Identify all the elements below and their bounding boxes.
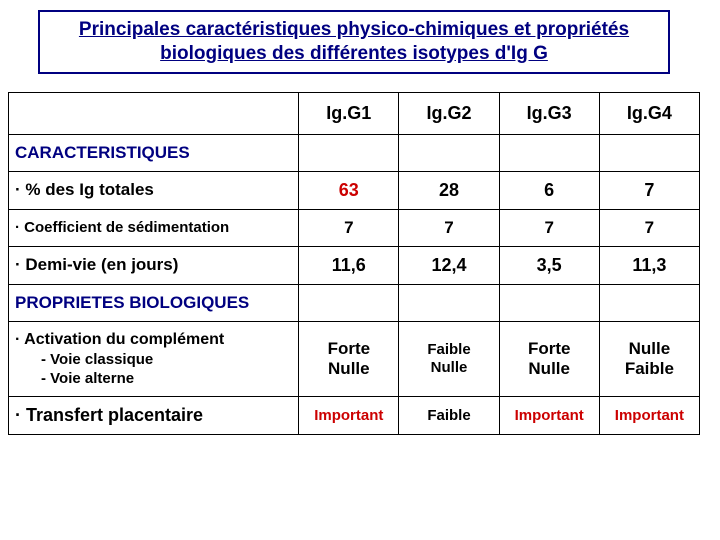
cell-value: 7 bbox=[299, 209, 399, 246]
cell-value: Important bbox=[499, 397, 599, 435]
cell-value: 7 bbox=[599, 171, 699, 209]
row-label-sub: - Voie classique bbox=[15, 350, 292, 369]
cell-value: 11,3 bbox=[599, 246, 699, 284]
empty-cell bbox=[399, 134, 499, 171]
row-label: · Coefficient de sédimentation bbox=[9, 209, 299, 246]
cell-value: 12,4 bbox=[399, 246, 499, 284]
row-complement: · Activation du complément - Voie classi… bbox=[9, 321, 700, 397]
cell-line: Faible bbox=[604, 359, 695, 379]
page-title: Principales caractéristiques physico-chi… bbox=[50, 18, 658, 66]
col-header: Ig.G2 bbox=[399, 92, 499, 134]
cell-value: Important bbox=[299, 397, 399, 435]
section-row: CARACTERISTIQUES bbox=[9, 134, 700, 171]
cell-value: 7 bbox=[399, 209, 499, 246]
row-transfert-placentaire: · Transfert placentaire Important Faible… bbox=[9, 397, 700, 435]
row-label-sub: - Voie alterne bbox=[15, 369, 292, 388]
header-blank bbox=[9, 92, 299, 134]
cell-line: Nulle bbox=[604, 339, 695, 359]
empty-cell bbox=[499, 284, 599, 321]
cell-line: Nulle bbox=[403, 359, 494, 377]
cell-value: 7 bbox=[499, 209, 599, 246]
row-label: · Activation du complément - Voie classi… bbox=[9, 321, 299, 397]
cell-value: 28 bbox=[399, 171, 499, 209]
cell-value: Nulle Faible bbox=[599, 321, 699, 397]
cell-value: Faible Nulle bbox=[399, 321, 499, 397]
cell-value: Forte Nulle bbox=[499, 321, 599, 397]
row-label-main: · Activation du complément bbox=[15, 331, 224, 348]
isotype-table: Ig.G1 Ig.G2 Ig.G3 Ig.G4 CARACTERISTIQUES… bbox=[8, 92, 700, 436]
col-header: Ig.G4 bbox=[599, 92, 699, 134]
row-half-life: · Demi-vie (en jours) 11,6 12,4 3,5 11,3 bbox=[9, 246, 700, 284]
cell-value: 7 bbox=[599, 209, 699, 246]
cell-line: Nulle bbox=[504, 359, 595, 379]
section-header: CARACTERISTIQUES bbox=[9, 134, 299, 171]
row-label: · % des Ig totales bbox=[9, 171, 299, 209]
cell-line: Forte bbox=[303, 339, 394, 359]
cell-value: 3,5 bbox=[499, 246, 599, 284]
empty-cell bbox=[299, 134, 399, 171]
cell-value: Important bbox=[599, 397, 699, 435]
empty-cell bbox=[599, 134, 699, 171]
cell-value: 11,6 bbox=[299, 246, 399, 284]
cell-value: 6 bbox=[499, 171, 599, 209]
row-label: · Transfert placentaire bbox=[9, 397, 299, 435]
title-box: Principales caractéristiques physico-chi… bbox=[38, 10, 670, 74]
empty-cell bbox=[499, 134, 599, 171]
section-header: PROPRIETES BIOLOGIQUES bbox=[9, 284, 299, 321]
empty-cell bbox=[399, 284, 499, 321]
row-pct-total: · % des Ig totales 63 28 6 7 bbox=[9, 171, 700, 209]
empty-cell bbox=[599, 284, 699, 321]
row-label: · Demi-vie (en jours) bbox=[9, 246, 299, 284]
cell-line: Faible bbox=[403, 341, 494, 359]
empty-cell bbox=[299, 284, 399, 321]
cell-value: Forte Nulle bbox=[299, 321, 399, 397]
header-row: Ig.G1 Ig.G2 Ig.G3 Ig.G4 bbox=[9, 92, 700, 134]
section-row: PROPRIETES BIOLOGIQUES bbox=[9, 284, 700, 321]
cell-line: Nulle bbox=[303, 359, 394, 379]
col-header: Ig.G3 bbox=[499, 92, 599, 134]
row-coef-sedimentation: · Coefficient de sédimentation 7 7 7 7 bbox=[9, 209, 700, 246]
cell-value: 63 bbox=[299, 171, 399, 209]
cell-line: Forte bbox=[504, 339, 595, 359]
cell-value: Faible bbox=[399, 397, 499, 435]
col-header: Ig.G1 bbox=[299, 92, 399, 134]
